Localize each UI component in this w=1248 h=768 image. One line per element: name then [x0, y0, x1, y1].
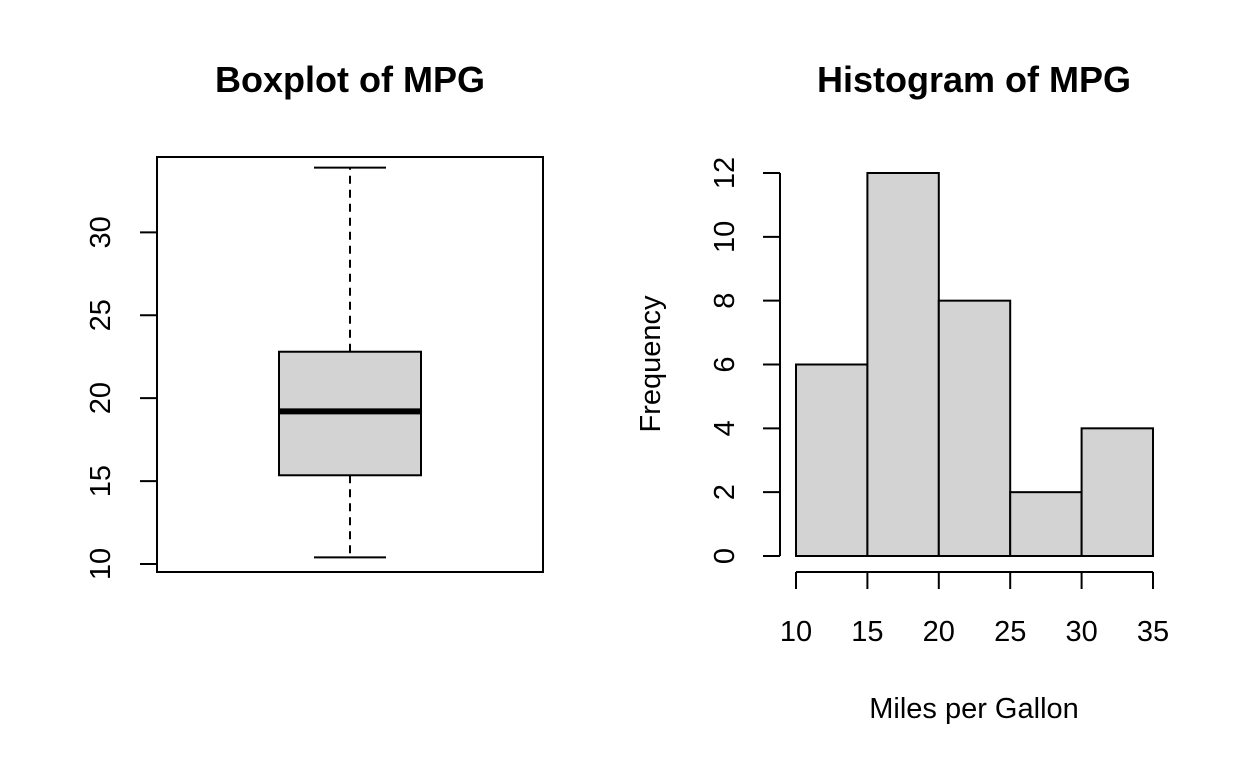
- histogram-y-tick-label: 2: [709, 484, 741, 500]
- boxplot-y-tick-label: 10: [85, 548, 117, 580]
- boxplot-panel: Boxplot of MPG 10 15 20 25 30: [85, 59, 544, 580]
- histogram-y-tick-label: 6: [709, 356, 741, 372]
- histogram-x-axis: 10 15 20 25 30 35: [780, 571, 1169, 648]
- histogram-y-tick-label: 4: [709, 420, 741, 436]
- histogram-bar: [1009, 491, 1083, 557]
- boxplot-y-tick-label: 25: [85, 299, 117, 331]
- boxplot-frame: [156, 156, 544, 573]
- histogram-bar: [937, 299, 1012, 557]
- histogram-x-tick-label: 20: [923, 616, 955, 648]
- histogram-y-tick-label: 0: [709, 548, 741, 564]
- histogram-x-tick-label: 10: [780, 616, 812, 648]
- histogram-bar: [866, 172, 940, 557]
- histogram-x-axis-label: Miles per Gallon: [869, 693, 1079, 725]
- histogram-title: Histogram of MPG: [817, 59, 1131, 100]
- boxplot-y-tick-label: 15: [85, 465, 117, 497]
- boxplot-y-tick-label: 20: [85, 382, 117, 414]
- histogram-x-tick-label: 15: [851, 616, 883, 648]
- histogram-x-tick-label: 35: [1137, 616, 1169, 648]
- boxplot-title: Boxplot of MPG: [215, 59, 485, 100]
- histogram-bar: [795, 363, 869, 557]
- histogram-x-tick-label: 25: [994, 616, 1026, 648]
- histogram-y-tick-label: 10: [709, 221, 741, 253]
- histogram-y-axis-label: Frequency: [635, 295, 667, 433]
- boxplot-marks: [278, 166, 422, 559]
- histogram-y-tick-label: 12: [709, 157, 741, 189]
- boxplot-y-axis: 10 15 20 25 30: [85, 216, 157, 580]
- histogram-y-tick-label: 8: [709, 293, 741, 309]
- boxplot-y-tick-label: 30: [85, 216, 117, 248]
- histogram-bars: [795, 172, 1154, 558]
- histogram-x-tick-label: 30: [1065, 616, 1097, 648]
- histogram-bar: [1080, 427, 1154, 558]
- histogram-y-axis: 0 2 4 6 8 10 12: [709, 157, 781, 564]
